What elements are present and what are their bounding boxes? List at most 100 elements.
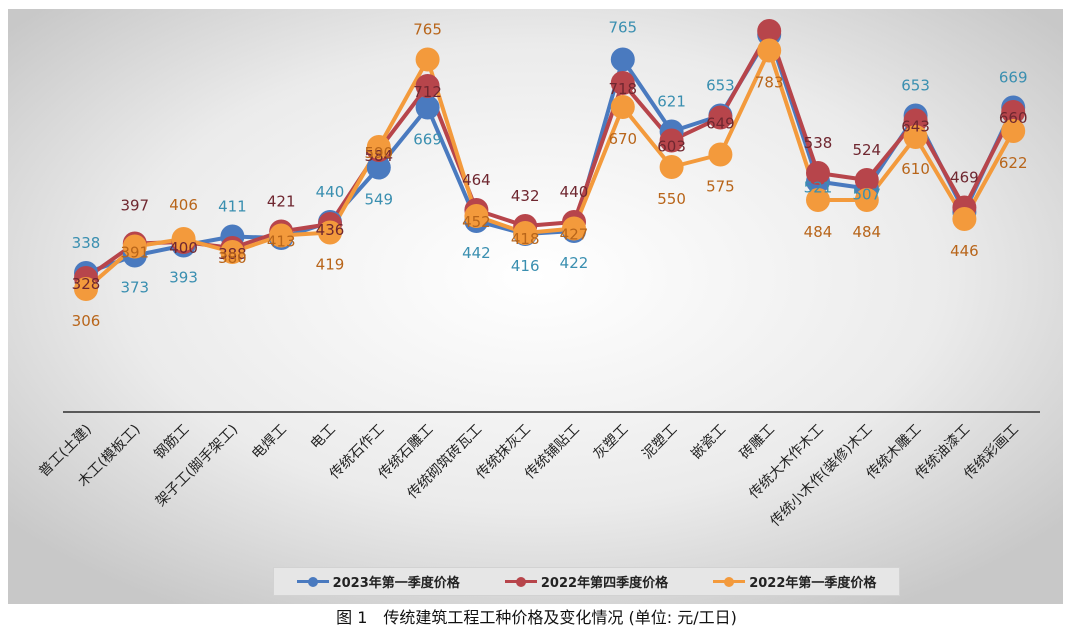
legend-swatch-2022q4 xyxy=(504,576,537,587)
data-label-2023q1: 549 xyxy=(364,191,393,209)
legend-item-2022q1[interactable]: 2022年第一季度价格 xyxy=(713,572,876,591)
data-label-2022q4: 603 xyxy=(657,138,686,156)
data-label-2023q1: 621 xyxy=(657,93,686,111)
chart-legend: 2023年第一季度价格 2022年第四季度价格 2022年第一季度价格 xyxy=(273,567,900,596)
data-point-2022q1[interactable] xyxy=(464,204,489,228)
legend-label-2022q4: 2022年第四季度价格 xyxy=(540,576,669,591)
data-label-2022q4: 524 xyxy=(852,141,881,159)
data-label-2023q1: 669 xyxy=(999,69,1028,87)
data-label-2023q1: 338 xyxy=(72,234,101,252)
data-point-2022q1[interactable] xyxy=(562,216,586,241)
data-point-2022q4[interactable] xyxy=(610,71,635,95)
data-label-2022q1: 391 xyxy=(120,244,149,262)
data-label-2022q4: 660 xyxy=(999,109,1028,127)
data-label-2022q4: 388 xyxy=(218,245,247,263)
data-point-2022q1[interactable] xyxy=(220,240,245,264)
data-point-2022q1[interactable] xyxy=(708,142,733,167)
data-point-2022q1[interactable] xyxy=(806,188,830,212)
data-label-2023q1: 440 xyxy=(316,183,345,201)
data-label-2023q1: 422 xyxy=(560,254,589,272)
data-point-2023q1[interactable] xyxy=(366,155,391,180)
data-label-2022q1: 765 xyxy=(413,21,442,39)
data-point-2022q1[interactable] xyxy=(659,155,684,179)
data-label-2023q1: 416 xyxy=(511,257,540,275)
data-point-2023q1[interactable] xyxy=(610,47,635,72)
data-point-2022q4[interactable] xyxy=(1001,100,1026,124)
data-label-2022q1: 575 xyxy=(706,178,735,196)
data-point-2022q1[interactable] xyxy=(122,234,147,259)
data-label-2023q1: 411 xyxy=(218,198,247,216)
data-label-2022q4: 421 xyxy=(267,193,296,211)
data-label-2022q1: 419 xyxy=(316,256,345,274)
data-point-2022q4[interactable] xyxy=(659,128,684,153)
data-point-2022q1[interactable] xyxy=(171,227,196,251)
data-label-2023q1: 507 xyxy=(852,186,881,204)
data-label-2023q1: 442 xyxy=(462,244,491,262)
legend-item-2022q4[interactable]: 2022年第四季度价格 xyxy=(504,572,669,591)
figure-caption: 图 1 传统建筑工程工种价格及变化情况 (单位: 元/工日) xyxy=(0,604,1073,632)
data-label-2022q1: 446 xyxy=(950,242,979,260)
data-label-2022q1: 590 xyxy=(364,144,393,162)
data-label-2022q1: 418 xyxy=(511,230,540,248)
data-point-2022q1[interactable] xyxy=(1001,119,1026,143)
data-point-2022q1[interactable] xyxy=(366,135,391,159)
legend-swatch-2022q1 xyxy=(713,576,746,587)
data-point-2022q1[interactable] xyxy=(952,207,977,231)
chart-background xyxy=(8,9,1063,604)
data-label-2022q4: 584 xyxy=(364,147,393,165)
data-label-2022q4: 538 xyxy=(804,134,833,152)
data-point-2023q1[interactable] xyxy=(415,95,440,120)
data-point-2022q1[interactable] xyxy=(318,220,342,245)
series-markers xyxy=(74,19,1026,301)
data-label-2022q1: 610 xyxy=(901,160,930,178)
data-label-2022q1: 406 xyxy=(169,196,198,214)
caption-text: 传统建筑工程工种价格及变化情况 (单位: 元/工日) xyxy=(383,608,737,627)
legend-label-2022q1: 2022年第一季度价格 xyxy=(749,576,877,591)
data-label-2022q1: 452 xyxy=(462,213,491,231)
data-label-2022q1: 484 xyxy=(852,223,881,241)
data-label-2022q4: 440 xyxy=(560,183,589,201)
data-label-2023q1: 653 xyxy=(706,77,735,95)
legend-item-2023q1[interactable]: 2023年第一季度价格 xyxy=(296,572,460,591)
data-label-2022q4: 400 xyxy=(169,239,198,257)
data-label-2023q1: 521 xyxy=(804,179,833,197)
data-label-2022q1: 380 xyxy=(218,249,247,267)
data-label-2022q1: 550 xyxy=(657,190,686,208)
data-point-2022q1[interactable] xyxy=(415,47,440,72)
data-label-2023q1: 373 xyxy=(120,279,149,297)
chart-frame: 338 373 393 411 440 549 669 442 416 422 765 621 653 5… xyxy=(8,9,1063,604)
data-label-2023q1: 393 xyxy=(169,269,198,287)
data-label-2022q4: 432 xyxy=(511,187,540,205)
data-point-2022q4[interactable] xyxy=(854,168,879,192)
data-label-2022q4: 712 xyxy=(413,83,442,101)
data-point-2022q4[interactable] xyxy=(806,161,830,185)
data-point-2022q4[interactable] xyxy=(757,19,782,43)
data-label-2022q4: 464 xyxy=(462,171,491,189)
data-label-2022q1: 484 xyxy=(804,223,833,241)
data-label-2023q1: 653 xyxy=(901,77,930,95)
data-label-2022q1: 413 xyxy=(267,233,296,251)
data-point-2022q1[interactable] xyxy=(513,221,538,245)
data-label-2022q4: 436 xyxy=(316,221,345,239)
data-point-2022q1[interactable] xyxy=(74,277,98,301)
data-point-2022q4[interactable] xyxy=(903,108,928,133)
legend-swatch-2023q1 xyxy=(296,576,329,587)
data-point-2022q1[interactable] xyxy=(854,188,879,212)
data-point-2022q1[interactable] xyxy=(269,223,294,248)
data-label-2022q4: 718 xyxy=(608,80,637,98)
data-point-2022q1[interactable] xyxy=(610,95,635,119)
data-point-2022q1[interactable] xyxy=(757,38,782,63)
chart-area: 338 373 393 411 440 549 669 442 416 422 765 621 653 5… xyxy=(8,9,1063,604)
data-label-2022q1: 622 xyxy=(999,154,1028,172)
data-label-2022q4: 328 xyxy=(72,275,101,293)
data-labels: 338 373 393 411 440 549 669 442 416 422 765 621 653 5… xyxy=(72,9,1028,330)
data-label-2023q1: 669 xyxy=(413,131,442,149)
data-label-2022q4: 397 xyxy=(120,197,149,215)
data-point-2022q1[interactable] xyxy=(903,125,928,149)
data-point-2022q4[interactable] xyxy=(708,105,733,130)
data-label-2022q4: 822 xyxy=(755,9,784,10)
data-label-2023q1: 765 xyxy=(608,19,637,37)
data-point-2022q4[interactable] xyxy=(415,74,440,98)
data-label-2022q1: 427 xyxy=(560,226,589,244)
data-label-2022q1: 306 xyxy=(72,312,101,330)
